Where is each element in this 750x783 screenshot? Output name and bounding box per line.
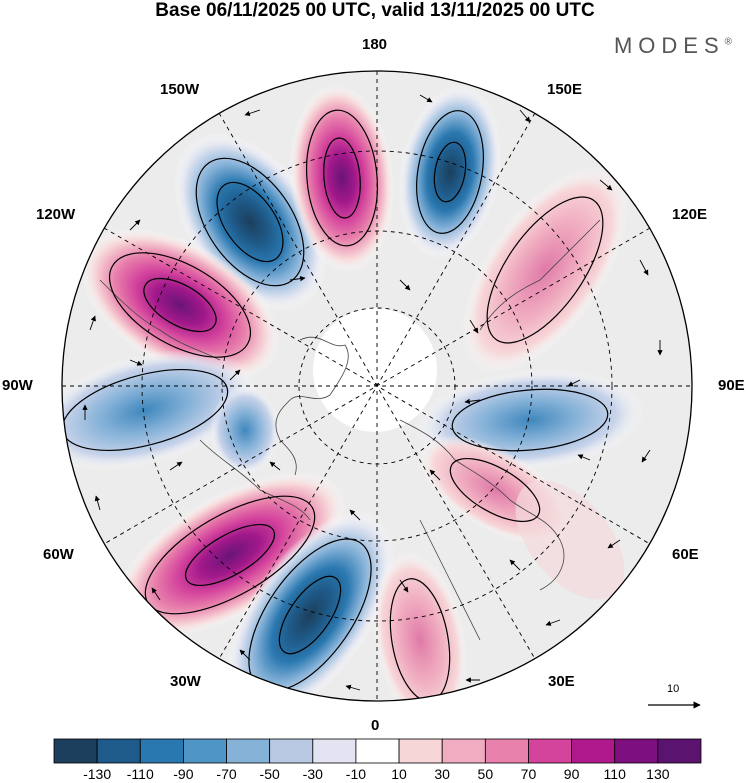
brand-registered-mark: ® bbox=[724, 36, 732, 48]
colorbar-swatch bbox=[139, 738, 184, 764]
polar-cap bbox=[313, 308, 437, 432]
colorbar bbox=[53, 738, 702, 764]
label-lon-120e: 120E bbox=[672, 206, 708, 223]
colorbar-tick-label: 50 bbox=[477, 766, 494, 782]
label-lon-0: 0 bbox=[371, 717, 380, 734]
anomaly-positive bbox=[515, 480, 625, 600]
colorbar-swatch bbox=[484, 738, 529, 764]
anomaly-positive bbox=[461, 166, 629, 374]
colorbar-swatch bbox=[441, 738, 486, 764]
colorbar-tick-label: 110 bbox=[603, 766, 626, 782]
brand-logo: MODES® bbox=[614, 33, 732, 59]
colorbar-swatch bbox=[355, 738, 400, 764]
colorbar-tick-label: 70 bbox=[520, 766, 537, 782]
label-lon-30e: 30E bbox=[548, 673, 575, 690]
colorbar-tick-label: -10 bbox=[345, 766, 367, 782]
colorbar-tick-label: -70 bbox=[216, 766, 237, 782]
graticule bbox=[62, 71, 692, 701]
colorbar-swatch bbox=[614, 738, 659, 764]
colorbar-tick-label: -110 bbox=[126, 766, 154, 782]
colorbar-tick-label: -30 bbox=[302, 766, 323, 782]
reference-vector-label: 10 bbox=[667, 683, 680, 695]
label-lon-90e: 90E bbox=[718, 377, 745, 394]
label-lon-120w: 120W bbox=[36, 206, 76, 223]
colorbar-swatch bbox=[226, 738, 271, 764]
colorbar-tick-label: 130 bbox=[646, 766, 670, 782]
anomaly-negative bbox=[210, 385, 280, 475]
colorbar-swatch bbox=[657, 738, 702, 764]
brand-name: MODES bbox=[613, 33, 725, 58]
colorbar-swatch bbox=[96, 738, 141, 764]
colorbar-swatch bbox=[269, 738, 314, 764]
colorbar-tick-label: 30 bbox=[434, 766, 450, 782]
label-lon-150e: 150E bbox=[547, 81, 583, 98]
coastlines bbox=[99, 219, 601, 641]
label-lon-90w: 90W bbox=[2, 377, 33, 394]
label-lon-60w: 60W bbox=[43, 546, 74, 563]
anomaly-negative bbox=[225, 510, 395, 701]
anomaly-negative bbox=[398, 84, 502, 260]
label-lon-30w: 30W bbox=[170, 673, 201, 690]
anomaly-positive bbox=[79, 228, 281, 382]
colorbar-swatch bbox=[182, 738, 227, 764]
colorbar-swatch bbox=[53, 738, 98, 764]
label-lon-60e: 60E bbox=[672, 546, 699, 563]
anomaly-positive bbox=[373, 551, 467, 701]
colorbar-swatch bbox=[528, 738, 573, 764]
chart-title: Base 06/11/2025 00 UTC, valid 13/11/2025… bbox=[155, 0, 595, 21]
anomaly-field bbox=[62, 71, 692, 701]
colorbar-tick-label: -130 bbox=[83, 766, 112, 782]
anomaly-positive bbox=[289, 83, 395, 273]
colorbar-tick-label: -90 bbox=[173, 766, 194, 782]
colorbar-swatch bbox=[398, 738, 443, 764]
colorbar-swatch bbox=[571, 738, 616, 764]
label-lon-180: 180 bbox=[362, 36, 388, 53]
label-lon-150w: 150W bbox=[160, 81, 200, 98]
colorbar-tick-label: 10 bbox=[391, 766, 407, 782]
map-boundary bbox=[61, 70, 693, 702]
colorbar-swatch bbox=[312, 738, 357, 764]
colorbar-tick-label: -50 bbox=[259, 766, 280, 782]
colorbar-tick-label: 90 bbox=[563, 766, 580, 782]
